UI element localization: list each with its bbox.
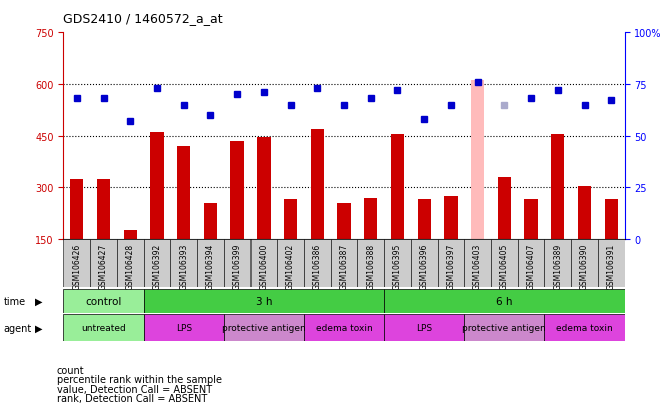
Text: GSM106396: GSM106396 — [420, 243, 429, 290]
Text: GSM106405: GSM106405 — [500, 243, 509, 290]
Text: edema toxin: edema toxin — [556, 324, 613, 332]
Text: 6 h: 6 h — [496, 296, 512, 306]
Text: GSM106388: GSM106388 — [366, 243, 375, 290]
Bar — [544, 240, 571, 287]
Text: GSM106399: GSM106399 — [232, 243, 242, 290]
Text: GSM106395: GSM106395 — [393, 243, 402, 290]
Bar — [518, 240, 544, 287]
Bar — [498, 178, 511, 240]
Text: percentile rank within the sample: percentile rank within the sample — [57, 374, 222, 384]
Bar — [578, 186, 591, 240]
Text: GSM106427: GSM106427 — [99, 243, 108, 290]
Bar — [444, 197, 458, 240]
Text: GDS2410 / 1460572_a_at: GDS2410 / 1460572_a_at — [63, 12, 223, 25]
Bar — [150, 133, 164, 240]
Bar — [224, 315, 304, 342]
Text: protective antigen: protective antigen — [462, 324, 546, 332]
Bar — [411, 240, 438, 287]
Text: GSM106393: GSM106393 — [179, 243, 188, 290]
Bar — [63, 240, 90, 287]
Text: GSM106392: GSM106392 — [152, 243, 162, 290]
Bar — [144, 315, 224, 342]
Bar — [418, 200, 431, 240]
Text: LPS: LPS — [176, 324, 192, 332]
Text: GSM106426: GSM106426 — [72, 243, 81, 290]
Bar — [384, 240, 411, 287]
Text: control: control — [86, 296, 122, 306]
Text: GSM106397: GSM106397 — [446, 243, 456, 290]
Bar — [337, 204, 351, 240]
Text: time: time — [3, 296, 25, 306]
Text: 3 h: 3 h — [256, 296, 272, 306]
Bar — [170, 240, 197, 287]
Text: GSM106390: GSM106390 — [580, 243, 589, 290]
Bar — [197, 240, 224, 287]
Bar — [391, 135, 404, 240]
Bar — [177, 147, 190, 240]
Bar — [438, 240, 464, 287]
Bar — [284, 200, 297, 240]
Text: GSM106407: GSM106407 — [526, 243, 536, 290]
Bar — [250, 240, 277, 287]
Text: agent: agent — [3, 323, 31, 333]
Text: GSM106400: GSM106400 — [259, 243, 269, 290]
Bar — [90, 240, 117, 287]
Bar — [63, 315, 144, 342]
Bar — [491, 240, 518, 287]
Bar — [544, 315, 625, 342]
Text: ▶: ▶ — [35, 296, 43, 306]
Bar — [311, 129, 324, 240]
Bar — [571, 240, 598, 287]
Text: LPS: LPS — [416, 324, 432, 332]
Text: ▶: ▶ — [35, 323, 43, 333]
Text: GSM106389: GSM106389 — [553, 243, 562, 290]
Bar — [124, 231, 137, 240]
Text: rank, Detection Call = ABSENT: rank, Detection Call = ABSENT — [57, 393, 207, 403]
Text: GSM106394: GSM106394 — [206, 243, 215, 290]
Text: count: count — [57, 365, 84, 375]
Text: GSM106387: GSM106387 — [339, 243, 349, 290]
Bar — [464, 240, 491, 287]
Bar — [331, 240, 357, 287]
Bar — [605, 200, 618, 240]
Bar — [598, 240, 625, 287]
Bar — [230, 142, 244, 240]
Bar — [471, 81, 484, 240]
Bar — [97, 179, 110, 240]
Bar — [144, 240, 170, 287]
Text: GSM106402: GSM106402 — [286, 243, 295, 290]
Bar — [384, 315, 464, 342]
Bar — [277, 240, 304, 287]
Bar — [464, 315, 544, 342]
Text: GSM106391: GSM106391 — [607, 243, 616, 290]
Bar — [117, 240, 144, 287]
Text: GSM106403: GSM106403 — [473, 243, 482, 290]
Bar — [70, 179, 84, 240]
Bar — [364, 198, 377, 240]
Bar — [224, 240, 250, 287]
Bar — [357, 240, 384, 287]
Text: value, Detection Call = ABSENT: value, Detection Call = ABSENT — [57, 384, 212, 394]
Bar — [304, 315, 384, 342]
Bar — [384, 289, 625, 313]
Bar — [304, 240, 331, 287]
Text: protective antigen: protective antigen — [222, 324, 306, 332]
Text: GSM106428: GSM106428 — [126, 243, 135, 290]
Bar — [204, 204, 217, 240]
Bar — [144, 289, 384, 313]
Bar — [524, 200, 538, 240]
Bar — [257, 138, 271, 240]
Bar — [551, 135, 564, 240]
Bar — [63, 289, 144, 313]
Text: GSM106386: GSM106386 — [313, 243, 322, 290]
Text: edema toxin: edema toxin — [316, 324, 372, 332]
Text: untreated: untreated — [81, 324, 126, 332]
